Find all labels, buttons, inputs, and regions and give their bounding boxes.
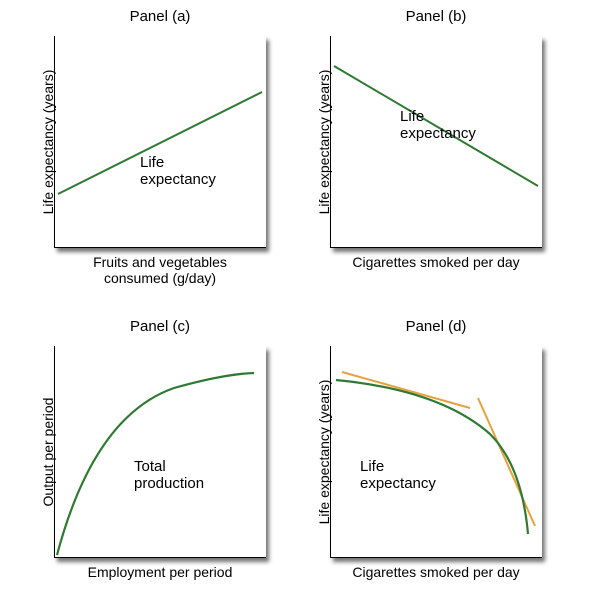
xlabel-text: Employment per period xyxy=(88,564,233,580)
panel-c-svg xyxy=(54,346,266,558)
panel-c-title: Panel (c) xyxy=(54,318,266,335)
panel-a-annotation: Lifeexpectancy xyxy=(140,154,216,189)
panel-d-ylabel: Life expectancy (years) xyxy=(316,380,332,525)
panel-d-annotation: Lifeexpectancy xyxy=(360,458,436,493)
tangent-line-2 xyxy=(478,398,535,526)
tangent-line-1 xyxy=(342,372,470,408)
panel-a-svg xyxy=(54,36,266,248)
annotation-text: Lifeexpectancy xyxy=(360,458,436,492)
panel-a-ylabel: Life expectancy (years) xyxy=(40,70,56,215)
panel-c-plot: Totalproduction xyxy=(54,346,266,558)
xlabel-text: Cigarettes smoked per day xyxy=(352,564,519,580)
panel-b-annotation: Lifeexpectancy xyxy=(400,108,476,143)
panel-c-xlabel: Employment per period xyxy=(54,564,266,580)
panel-c-ylabel: Output per period xyxy=(40,398,56,507)
annotation-text: Lifeexpectancy xyxy=(140,154,216,188)
panel-c-annotation: Totalproduction xyxy=(134,458,204,493)
panel-b-plot: Lifeexpectancy xyxy=(330,36,542,248)
xlabel-text: Cigarettes smoked per day xyxy=(352,254,519,270)
panel-a-title: Panel (a) xyxy=(54,8,266,25)
xlabel-text: Fruits and vegetablesconsumed (g/day) xyxy=(93,254,227,286)
panel-a-xlabel: Fruits and vegetablesconsumed (g/day) xyxy=(54,254,266,286)
panel-d-title: Panel (d) xyxy=(330,318,542,335)
panel-d-xlabel: Cigarettes smoked per day xyxy=(330,564,542,580)
panel-a-plot: Lifeexpectancy xyxy=(54,36,266,248)
panel-d-plot: Lifeexpectancy xyxy=(330,346,542,558)
panel-b-ylabel: Life expectancy (years) xyxy=(316,70,332,215)
series-curve xyxy=(336,380,528,534)
figure: Panel (a) Lifeexpectancy Life expectancy… xyxy=(0,0,589,600)
panel-b-xlabel: Cigarettes smoked per day xyxy=(330,254,542,270)
annotation-text: Totalproduction xyxy=(134,458,204,492)
annotation-text: Lifeexpectancy xyxy=(400,108,476,142)
panel-b-title: Panel (b) xyxy=(330,8,542,25)
panel-d-svg xyxy=(330,346,542,558)
